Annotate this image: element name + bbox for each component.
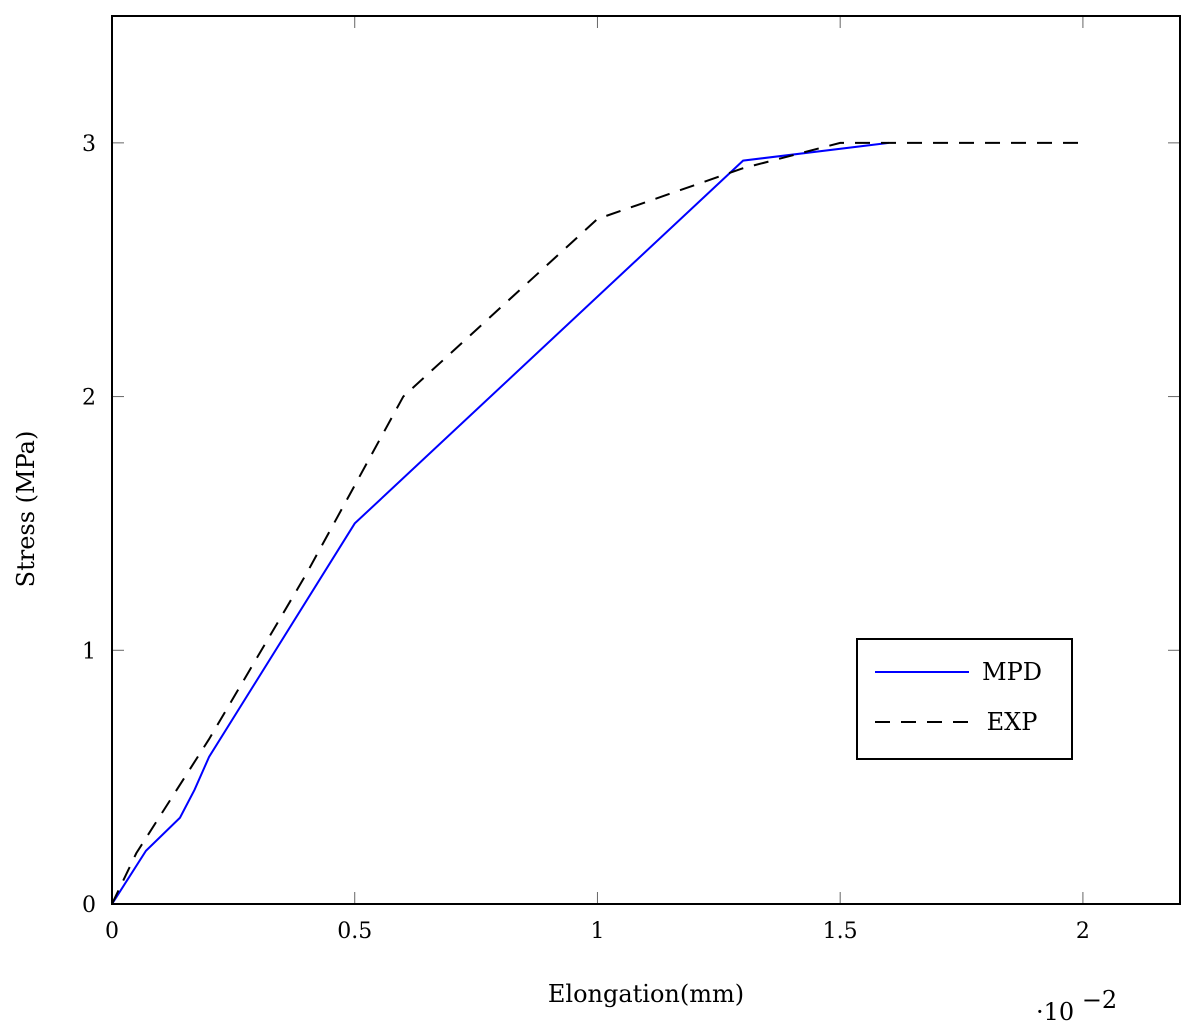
legend-label-mpd: MPD xyxy=(982,658,1042,686)
plot-frame xyxy=(111,15,1181,905)
series-line-exp xyxy=(112,141,1083,904)
legend-label-exp: EXP xyxy=(987,708,1038,736)
x-tick-label: 1.5 xyxy=(823,919,858,944)
legend-box xyxy=(856,638,1073,760)
y-axis-label: Stress (MPa) xyxy=(12,431,40,588)
x-axis-label: Elongation(mm) xyxy=(548,980,744,1008)
x-scale-multiplier: ·10 −2 xyxy=(1036,986,1117,1026)
legend: MPD EXP xyxy=(856,638,1073,760)
x-scale-note: ·10 xyxy=(1036,998,1074,1026)
y-tick-label: 2 xyxy=(82,386,96,411)
x-tick-label: 2 xyxy=(1076,919,1090,944)
y-tick-label: 1 xyxy=(82,639,96,664)
x-scale-exponent: −2 xyxy=(1082,986,1117,1014)
x-tick-label: 0 xyxy=(105,919,119,944)
x-tick-label: 0.5 xyxy=(337,919,372,944)
y-tick-label: 0 xyxy=(82,893,96,918)
x-tick-label: 1 xyxy=(590,919,604,944)
series-line-mpd xyxy=(112,141,889,904)
y-tick-label: 3 xyxy=(82,132,96,157)
